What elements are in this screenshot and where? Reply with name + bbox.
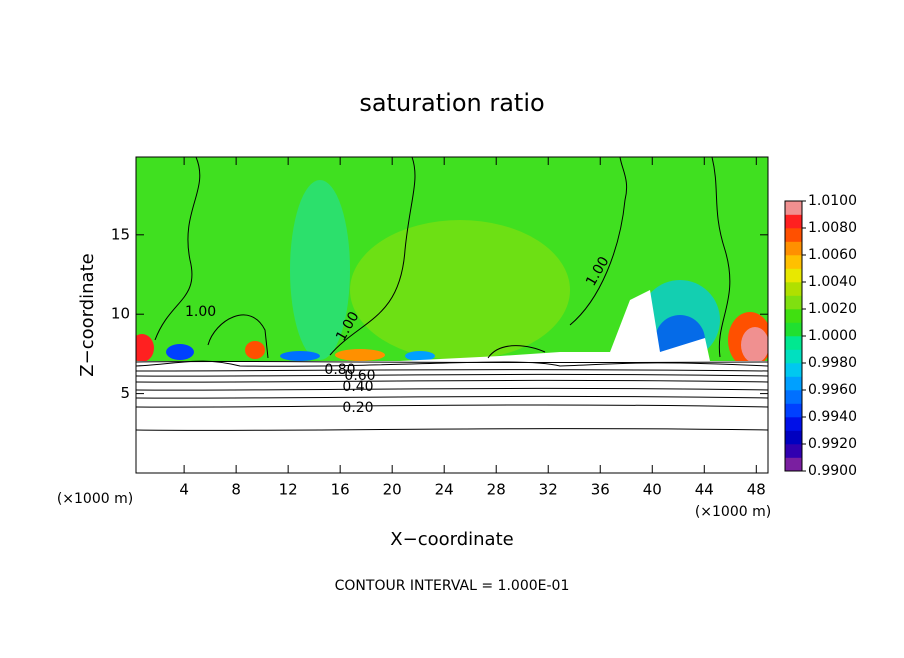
colorbar-segment xyxy=(785,201,802,215)
colorbar-segment xyxy=(785,228,802,242)
colorbar-segment xyxy=(785,417,802,431)
field-shape xyxy=(245,341,265,359)
x-tick-label: 16 xyxy=(331,481,350,499)
field-shape xyxy=(136,334,154,362)
x-tick-label: 48 xyxy=(747,481,766,499)
colorbar-segment xyxy=(785,390,802,404)
colorbar-tick-label: 0.9900 xyxy=(808,463,857,479)
field-shape xyxy=(741,327,768,363)
x-tick-label: 8 xyxy=(231,481,241,499)
field-shape xyxy=(136,373,768,377)
colorbar-segment xyxy=(785,255,802,269)
colorbar-segment xyxy=(785,376,802,391)
colorbar-tick-label: 0.9940 xyxy=(808,409,857,425)
colorbar-segment xyxy=(785,336,802,350)
y-tick-label: 5 xyxy=(120,384,130,402)
colorbar-tick-label: 0.9960 xyxy=(808,382,857,398)
field-shape xyxy=(136,428,768,431)
field-shape xyxy=(280,351,320,361)
field-shape xyxy=(136,387,768,391)
footnote: CONTOUR INTERVAL = 1.000E-01 xyxy=(335,578,570,594)
colorbar-segment xyxy=(785,430,802,445)
contour-label: 0.40 xyxy=(342,379,373,395)
field-shape xyxy=(405,351,435,361)
x-tick-label: 36 xyxy=(591,481,610,499)
contour-label: 0.80 xyxy=(324,362,355,378)
field-shape xyxy=(166,344,194,360)
x-tick-label: 40 xyxy=(643,481,662,499)
x-tick-label: 44 xyxy=(695,481,714,499)
colorbar-tick-label: 1.0080 xyxy=(808,220,857,236)
y-axis-label: Z−coordinate xyxy=(77,253,98,376)
field-shape xyxy=(136,404,768,408)
x-axis-label: X−coordinate xyxy=(390,529,513,550)
colorbar-segment xyxy=(785,241,802,256)
x-tick-label: 28 xyxy=(487,481,506,499)
chart-title: saturation ratio xyxy=(359,89,544,117)
field xyxy=(136,157,768,473)
colorbar-segment xyxy=(785,214,802,229)
x-tick-label: 32 xyxy=(539,481,558,499)
contour-label: 1.00 xyxy=(185,304,216,320)
field-shape xyxy=(335,349,385,361)
field-shape xyxy=(136,379,768,383)
colorbar-segment xyxy=(785,295,802,310)
colorbar-segment xyxy=(785,309,802,323)
x-tick-label: 12 xyxy=(279,481,298,499)
field-shape xyxy=(207,314,269,359)
field-shape xyxy=(154,157,201,341)
colorbar-tick-label: 1.0000 xyxy=(808,328,857,344)
colorbar-segment xyxy=(785,268,802,283)
x-tick-label: 20 xyxy=(383,481,402,499)
colorbar-tick-label: 1.0020 xyxy=(808,301,857,317)
field-shape xyxy=(136,369,768,372)
colorbar-tick-label: 1.0060 xyxy=(808,247,857,263)
x-tick-label: 24 xyxy=(435,481,454,499)
colorbar-segment xyxy=(785,349,802,364)
colorbar-tick-label: 0.9920 xyxy=(808,436,857,452)
contour-label: 0.60 xyxy=(344,368,375,384)
colorbar-segment xyxy=(785,457,802,472)
field-shape xyxy=(711,157,731,358)
plot-frame xyxy=(135,156,769,474)
field-shape xyxy=(350,220,570,360)
contour-label: 0.20 xyxy=(342,400,373,416)
field-shape xyxy=(569,157,628,326)
field-shape xyxy=(136,360,768,367)
colorbar-tick-label: 1.0040 xyxy=(808,274,857,290)
y-tick-label: 10 xyxy=(111,305,130,323)
colorbar-tick-label: 1.0100 xyxy=(808,193,857,209)
colorbar-tick-label: 0.9980 xyxy=(808,355,857,371)
y-tick-label: 15 xyxy=(111,225,130,243)
x-unit-label: (×1000 m) xyxy=(695,504,771,520)
colorbar-segment xyxy=(785,282,802,296)
colorbar-segment xyxy=(785,444,802,458)
colorbar-segment xyxy=(785,322,802,337)
field-shape xyxy=(487,345,546,359)
x-unit-label: (×1000 m) xyxy=(57,491,133,507)
field-shape xyxy=(290,180,350,360)
field-shape xyxy=(329,157,416,356)
field-shape xyxy=(136,395,768,399)
colorbar-segment xyxy=(785,403,802,418)
field-shape xyxy=(136,290,768,473)
x-tick-label: 4 xyxy=(179,481,189,499)
colorbar-segment xyxy=(785,363,802,377)
